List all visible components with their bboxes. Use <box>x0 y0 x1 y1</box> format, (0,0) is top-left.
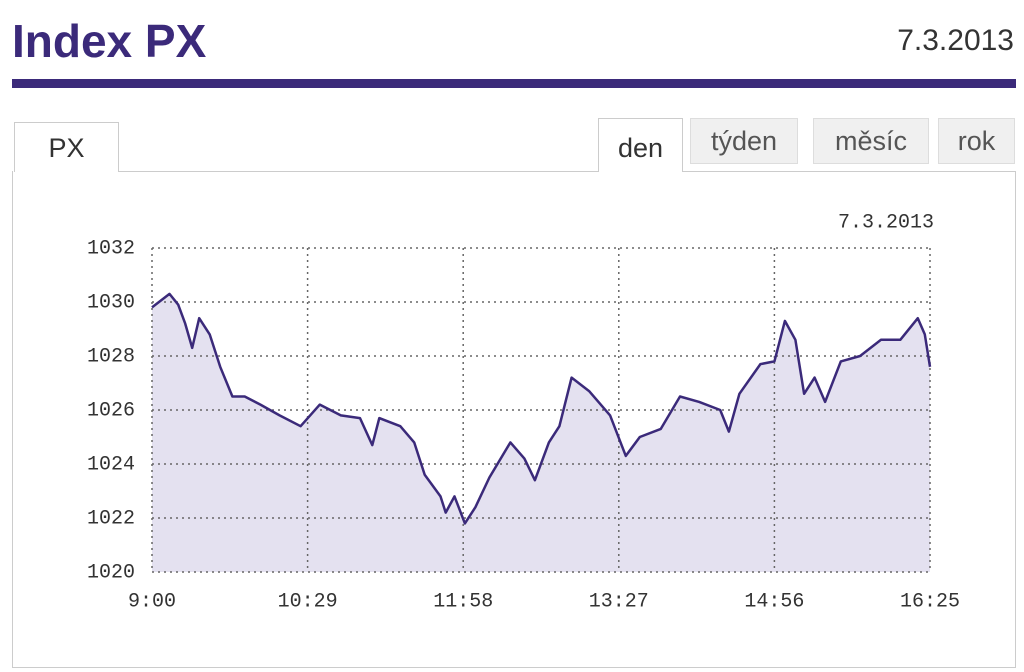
x-tick-label: 10:29 <box>278 590 338 613</box>
x-tick-label: 14:56 <box>744 590 804 613</box>
chart-panel <box>12 171 1016 668</box>
page-title: Index PX <box>12 15 207 67</box>
period-tab[interactable]: měsíc <box>813 118 929 164</box>
period-tab[interactable]: den <box>598 118 683 172</box>
y-tick-label: 1030 <box>87 291 135 314</box>
panel-edge <box>118 171 598 172</box>
period-tab[interactable]: rok <box>938 118 1015 164</box>
x-tick-label: 9:00 <box>128 590 176 613</box>
title-rule <box>12 79 1016 88</box>
price-line <box>151 292 932 525</box>
y-tick-label: 1028 <box>87 345 135 368</box>
page-date: 7.3.2013 <box>897 24 1014 57</box>
x-tick-label: 13:27 <box>589 590 649 613</box>
period-tab[interactable]: týden <box>690 118 798 164</box>
y-tick-label: 1024 <box>87 453 135 476</box>
x-tick-label: 16:25 <box>900 590 960 613</box>
y-tick-label: 1026 <box>87 399 135 422</box>
y-tick-label: 1022 <box>87 507 135 530</box>
chart-subtitle: 7.3.2013 <box>838 211 934 234</box>
panel-edge <box>682 171 1016 172</box>
index-tab[interactable]: PX <box>14 122 119 172</box>
y-tick-label: 1032 <box>87 237 135 260</box>
y-tick-label: 1020 <box>87 561 135 584</box>
area <box>152 293 930 572</box>
x-tick-label: 11:58 <box>433 590 493 613</box>
